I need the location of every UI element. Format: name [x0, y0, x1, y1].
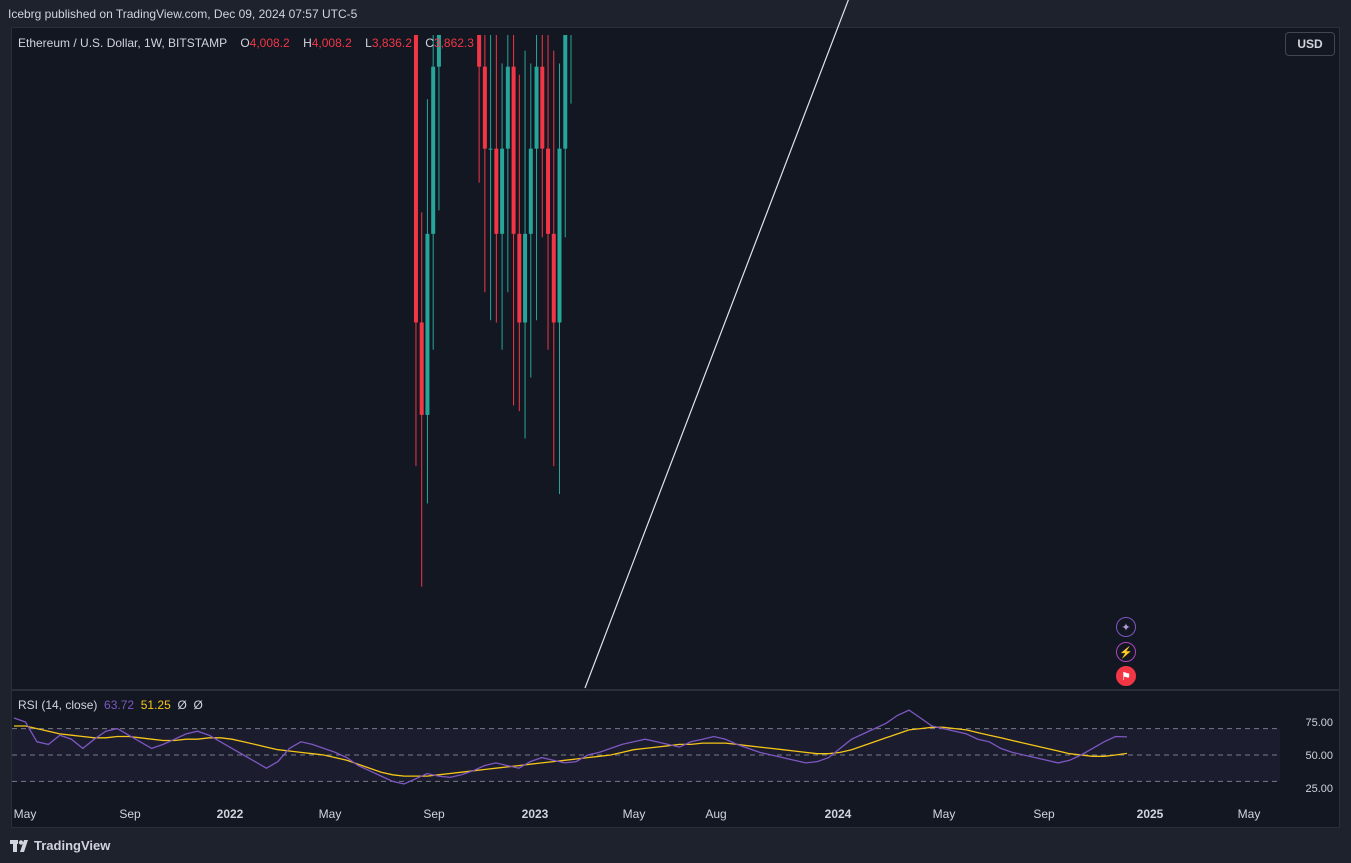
candle-body	[488, 148, 493, 150]
rsi-extra-2: Ø	[193, 698, 203, 712]
footer	[0, 828, 1351, 863]
time-tick-label: Sep	[1033, 807, 1055, 821]
candles	[413, 35, 572, 587]
time-tick-label: 2024	[825, 807, 852, 821]
time-tick-label: Sep	[119, 807, 141, 821]
rsi-legend: RSI (14, close) 63.72 51.25 Ø Ø	[18, 698, 203, 712]
time-tick-label: 2022	[217, 807, 244, 821]
candle-body	[425, 233, 430, 415]
high-label: H	[303, 36, 312, 50]
candle-body	[500, 148, 505, 234]
time-tick-label: May	[933, 807, 956, 821]
candle-body	[540, 66, 545, 149]
rsi-ma-value: 51.25	[140, 698, 171, 712]
low-value: 3,836.2	[371, 36, 412, 50]
time-tick-label: Aug	[705, 807, 726, 821]
tradingview-icon	[10, 839, 28, 852]
open-value: 4,008.2	[249, 36, 290, 50]
candle-body	[534, 66, 539, 149]
rsi-label: RSI (14, close)	[18, 698, 98, 712]
rsi-ma-line	[14, 725, 1128, 777]
rsi-extra-1: Ø	[177, 698, 187, 712]
candle-body	[413, 35, 418, 323]
candle-body	[523, 233, 528, 323]
candle-body	[505, 66, 510, 149]
currency-button[interactable]: USD	[1285, 32, 1335, 56]
publisher-text: Icebrg published on TradingView.com, Dec…	[8, 7, 358, 21]
time-tick-label: May	[14, 807, 37, 821]
chart-frame[interactable]	[11, 27, 1340, 828]
sparkle-icon[interactable]: ✦	[1116, 617, 1136, 637]
tradingview-logo[interactable]: TradingView	[10, 838, 110, 853]
time-tick-label: May	[623, 807, 646, 821]
rsi-tick-label: 25.00	[1305, 783, 1333, 795]
publisher-bar: Icebrg published on TradingView.com, Dec…	[0, 0, 1351, 27]
time-tick-label: May	[1238, 807, 1261, 821]
candle-body	[419, 322, 424, 415]
time-tick-label: May	[319, 807, 342, 821]
time-tick-label: 2023	[522, 807, 549, 821]
candle-body	[546, 148, 551, 234]
high-value: 4,008.2	[311, 36, 352, 50]
candle-body	[494, 148, 499, 234]
symbol-legend: Ethereum / U.S. Dollar, 1W, BITSTAMP O4,…	[18, 36, 474, 50]
candle-body	[517, 233, 522, 323]
lightning-icon[interactable]: ⚡	[1116, 642, 1136, 662]
candle-body	[551, 233, 556, 323]
candle-body	[436, 35, 441, 67]
ascending-trendline	[584, 0, 849, 689]
candle-body	[528, 148, 533, 234]
candle-body	[431, 66, 436, 234]
close-label: C	[425, 36, 434, 50]
brand-text: TradingView	[34, 838, 111, 853]
candle-body	[482, 66, 487, 149]
time-tick-label: 2025	[1137, 807, 1164, 821]
rsi-tick-label: 50.00	[1305, 750, 1333, 762]
time-tick-label: Sep	[423, 807, 445, 821]
rsi-tick-label: 75.00	[1305, 717, 1333, 729]
open-label: O	[240, 36, 250, 50]
flag-icon[interactable]: ⚑	[1116, 666, 1136, 686]
rsi-line	[13, 709, 1128, 785]
candle-body	[477, 35, 482, 67]
rsi-value: 63.72	[104, 698, 135, 712]
candle-body	[511, 66, 516, 234]
low-label: L	[365, 36, 372, 50]
close-value: 3,862.3	[433, 36, 474, 50]
symbol-title: Ethereum / U.S. Dollar, 1W, BITSTAMP	[18, 36, 227, 50]
candle-body	[557, 148, 562, 323]
candle-body	[563, 35, 568, 149]
